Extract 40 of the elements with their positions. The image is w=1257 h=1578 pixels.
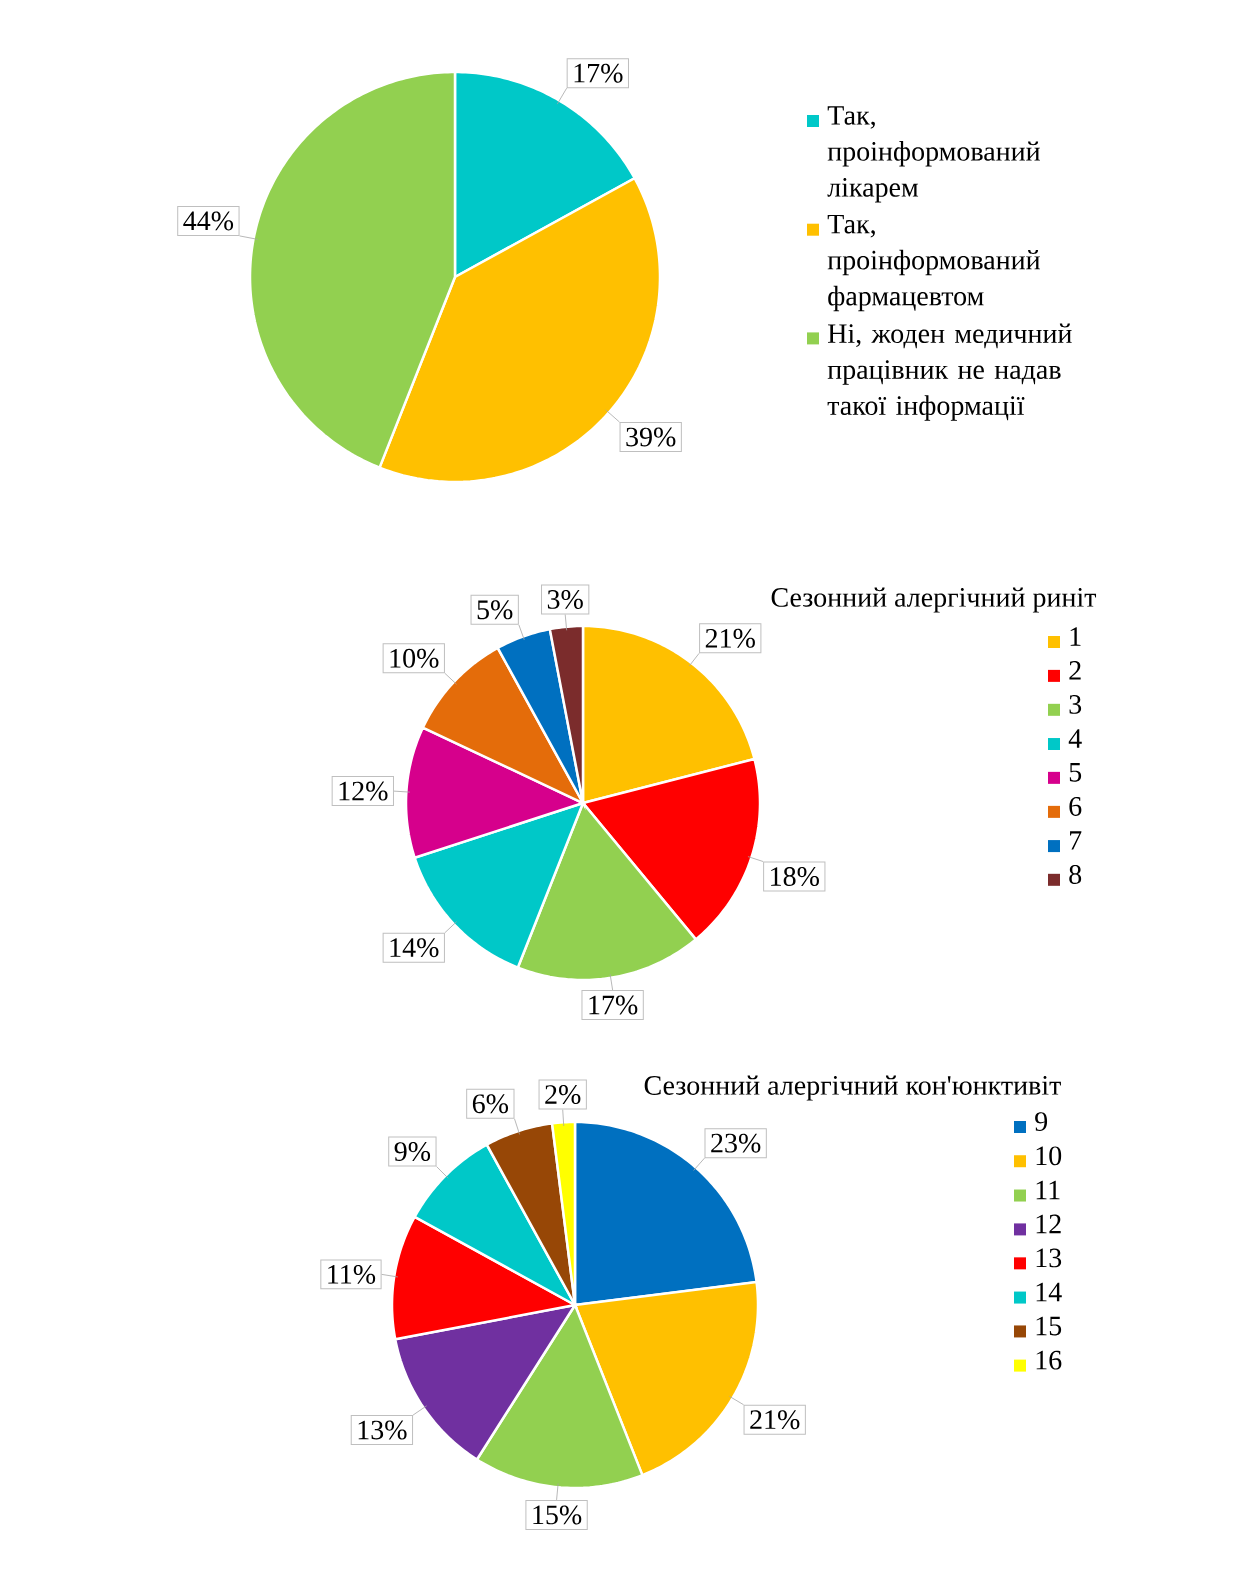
data-label: 39%	[626, 427, 676, 447]
data-label: 18%	[771, 867, 819, 887]
data-label: 44%	[183, 211, 234, 231]
data-label: 21%	[750, 1410, 800, 1430]
data-label: 14%	[390, 938, 439, 958]
data-label: 9%	[394, 1142, 431, 1162]
legend-label: 1	[1070, 627, 1081, 646]
data-label: 21%	[705, 628, 755, 648]
legend-label: Ні, жоден медичний працівник не надав такої інформації	[827, 323, 1072, 421]
data-label: 23%	[711, 1133, 761, 1153]
legend-label: 12	[1036, 1214, 1061, 1234]
data-label: 6%	[472, 1094, 509, 1114]
legend-label: 10	[1036, 1146, 1062, 1166]
legend-label: 3	[1069, 695, 1082, 714]
legend-label: Так, проінформований лікарем	[827, 106, 1040, 203]
data-label: 11%	[328, 1264, 376, 1284]
legend-label: 6	[1069, 797, 1082, 816]
data-label: 17%	[574, 63, 623, 83]
chart-title: Сезонний алергічний кон'юнктивіт	[644, 1075, 1061, 1101]
legend-label: 15	[1036, 1316, 1062, 1336]
legend-label: 11	[1036, 1180, 1060, 1200]
data-label: 2%	[545, 1085, 581, 1105]
data-label: 17%	[589, 995, 638, 1015]
legend-label: 7	[1070, 831, 1082, 850]
chart-title: Сезонний алергічний риніт	[771, 587, 1097, 613]
legend-label: 9	[1035, 1112, 1048, 1132]
legend-label: 2	[1069, 661, 1081, 680]
data-label: 15%	[533, 1505, 582, 1525]
legend-label: Так, проінформований фармацевтом	[827, 214, 1040, 312]
legend-label: 5	[1069, 763, 1082, 782]
legend-label: 8	[1069, 865, 1082, 884]
legend-label: 4	[1068, 729, 1082, 748]
data-label: 13%	[358, 1420, 407, 1440]
data-label: 5%	[477, 600, 513, 620]
legend-label: 14	[1036, 1282, 1062, 1302]
data-label: 10%	[390, 648, 439, 668]
data-label: 12%	[339, 781, 388, 801]
legend-label: 16	[1036, 1350, 1062, 1370]
legend-label: 13	[1036, 1248, 1062, 1268]
data-label: 3%	[547, 589, 583, 609]
